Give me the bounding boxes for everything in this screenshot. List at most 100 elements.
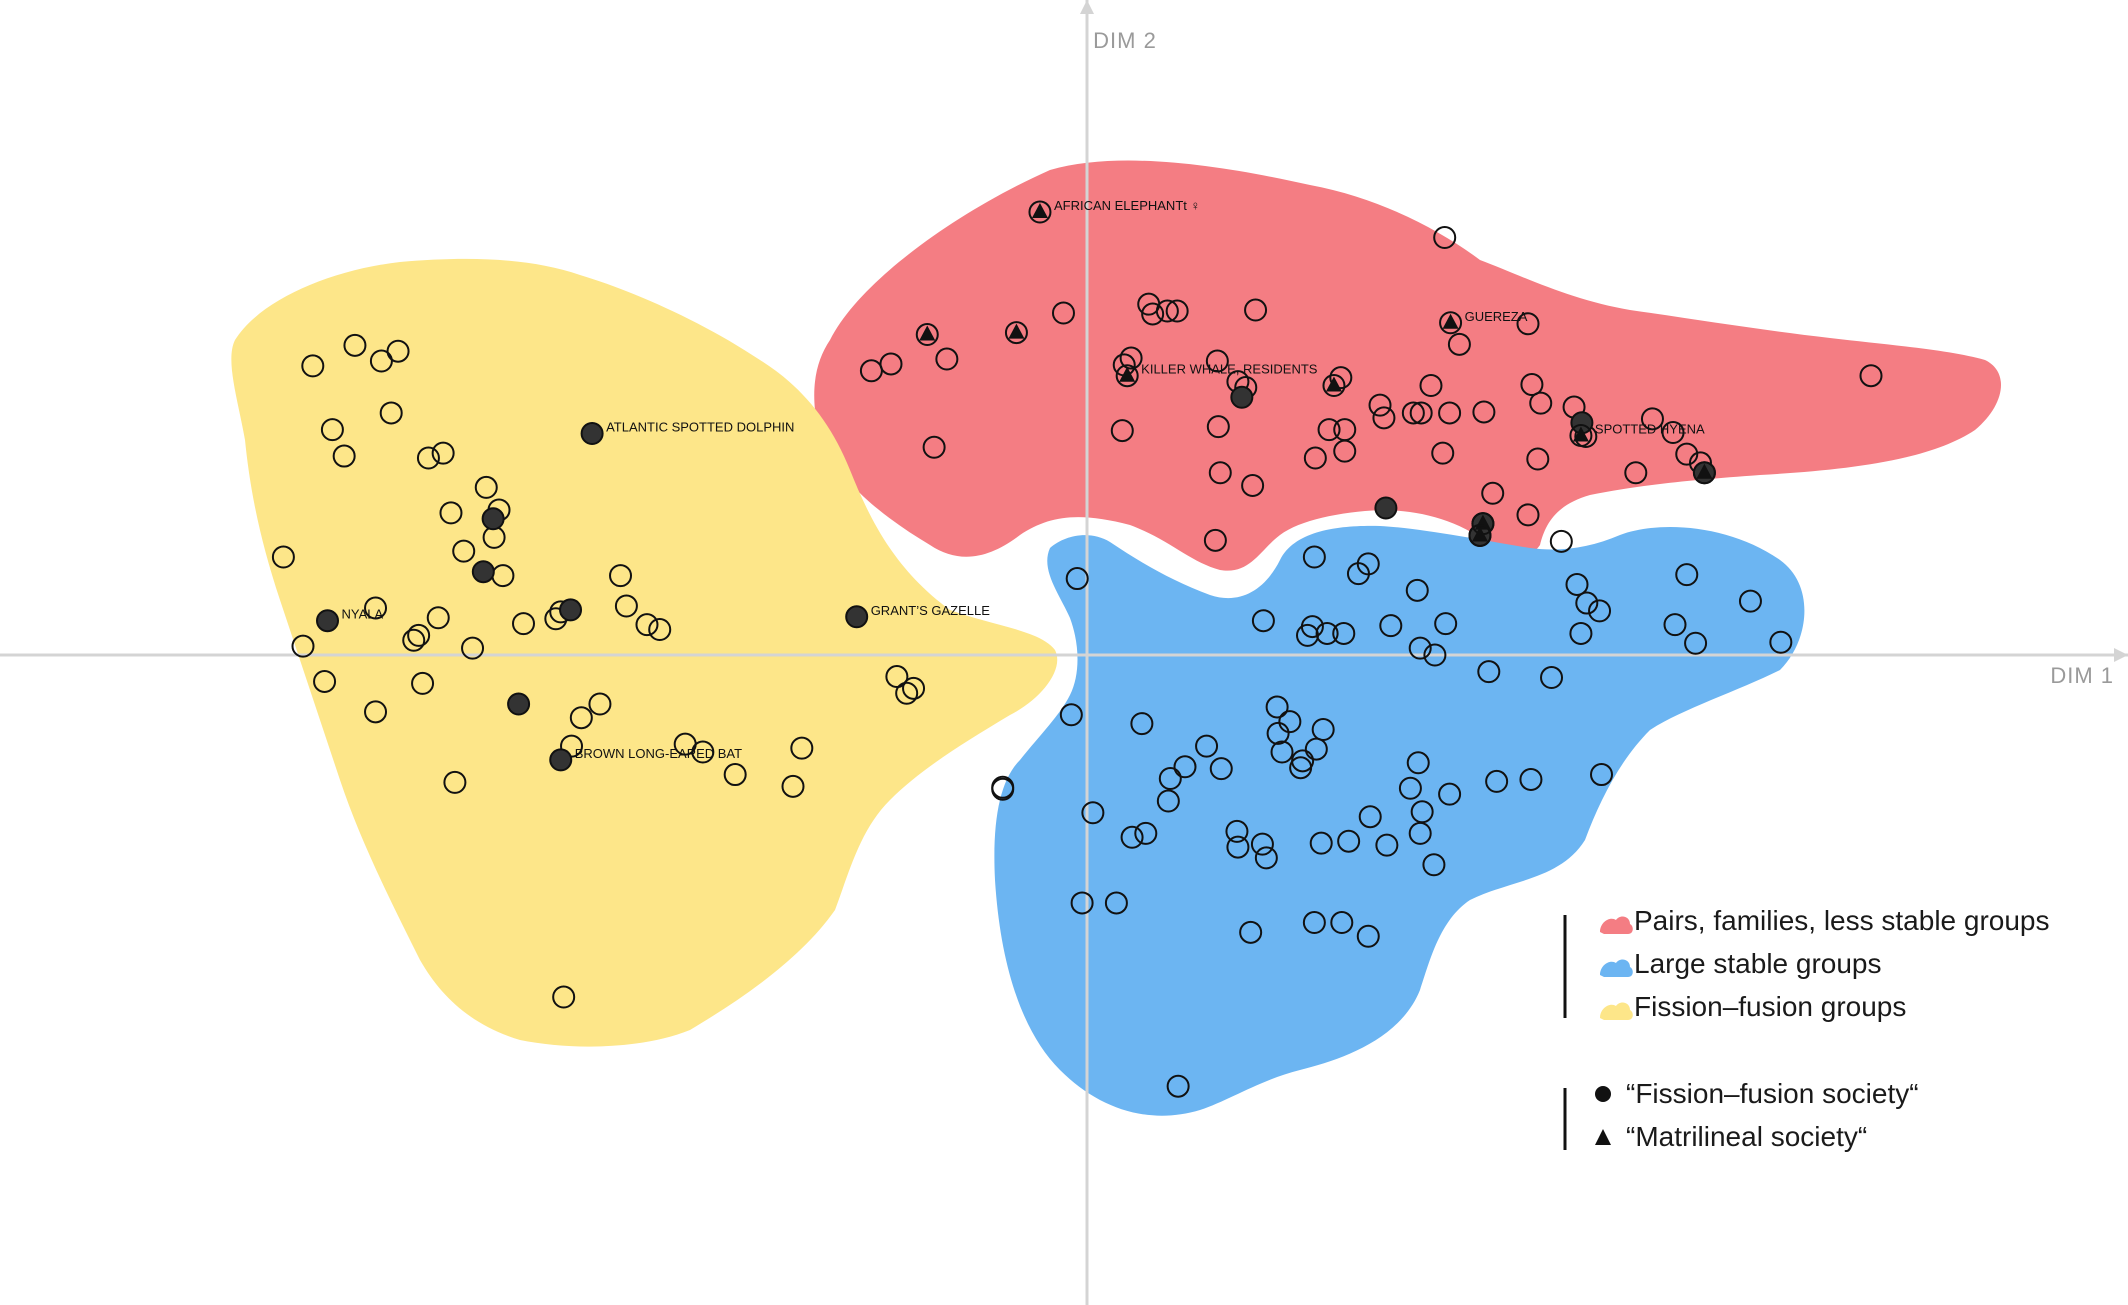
large-point-open-37 <box>1304 737 1328 761</box>
point-label-4: ATLANTIC SPOTTED DOLPHIN <box>606 420 794 435</box>
fission-point-open-4 <box>320 418 344 442</box>
region-pairs-families <box>814 160 2002 571</box>
large-point-open-7 <box>1315 621 1339 645</box>
pairs-point-open-50 <box>1203 528 1227 552</box>
fission-point-open-21 <box>271 545 295 569</box>
large-point-open-46 <box>1358 805 1382 829</box>
legend-swatch-pairs <box>1600 916 1633 934</box>
large-point-open-10 <box>1434 612 1458 636</box>
large-point-open-14 <box>1540 666 1564 690</box>
large-point-open-63 <box>1485 769 1509 793</box>
fission-point-open-10 <box>474 475 498 499</box>
legend-label-fission: Fission–fusion groups <box>1634 991 1906 1022</box>
large-point-open-67 <box>1337 829 1361 853</box>
fission-point-open-15 <box>512 612 535 636</box>
pairs-point-open-2 <box>922 435 946 459</box>
fission-point-fission-society-3 <box>845 605 869 629</box>
large-point-open-44 <box>1375 833 1399 857</box>
pairs-point-open-44 <box>1110 419 1134 443</box>
pairs-point-open-47 <box>1241 473 1265 497</box>
legend-item-large: Large stable groups <box>1600 948 1882 979</box>
large-point-open-6 <box>1300 615 1324 639</box>
pairs-point-open-23 <box>1472 400 1496 424</box>
pairs-point-open-34 <box>1661 421 1685 445</box>
large-point-open-50 <box>1225 819 1249 843</box>
fission-point-open-3 <box>343 333 367 357</box>
large-point-open-4 <box>1251 609 1275 633</box>
pairs-point-open-28 <box>1526 447 1550 471</box>
pairs-point-open-45 <box>1206 415 1230 439</box>
pairs-point-open-8 <box>1165 299 1189 323</box>
pairs-point-matrilineal-ring-3 <box>1115 364 1139 388</box>
fission-point-open-31 <box>588 692 612 716</box>
large-point-open-23 <box>1769 630 1793 654</box>
pairs-point-open-12 <box>1329 366 1353 390</box>
large-point-open-11 <box>1408 636 1432 660</box>
large-point-open-25 <box>1173 755 1197 779</box>
fission-point-open-36 <box>790 736 814 760</box>
pairs-point-open-15 <box>1368 393 1392 417</box>
y-axis-arrow <box>1080 0 1094 14</box>
large-point-open-36 <box>1270 740 1294 764</box>
data-points <box>271 200 1883 1098</box>
large-point-open-40 <box>1289 756 1313 780</box>
large-point-open-30 <box>1120 825 1144 849</box>
fission-point-open-8 <box>439 501 463 525</box>
fission-point-fission-society-7 <box>507 692 531 716</box>
large-point-open-58 <box>1302 911 1326 935</box>
legend-label-pairs: Pairs, families, less stable groups <box>1634 905 2050 936</box>
point-label-6: GRANT’S GAZELLE <box>871 603 991 618</box>
point-label-0: AFRICAN ELEPHANTt ♀ <box>1054 198 1200 213</box>
fission-point-open-40 <box>691 740 715 764</box>
pairs-point-fission-society-0 <box>1230 385 1254 409</box>
large-point-open-66 <box>1422 853 1446 877</box>
pairs-point-matrilineal-ring-2 <box>1004 321 1028 345</box>
large-point-open-2 <box>1346 562 1370 586</box>
large-point-open-33 <box>1266 721 1290 745</box>
fission-point-open-28 <box>614 594 638 618</box>
fission-point-open-39 <box>902 676 926 700</box>
large-point-open-62 <box>1438 782 1462 806</box>
pairs-point-open-20 <box>1438 401 1462 425</box>
fission-point-fission-society-0 <box>580 422 604 446</box>
fission-point-fission-society-6 <box>559 598 583 622</box>
large-point-open-13 <box>1477 660 1501 684</box>
fission-point-fission-society-1 <box>481 507 505 531</box>
fission-point-open-1 <box>369 349 393 373</box>
x-axis-label: DIM 1 <box>2050 663 2114 688</box>
pairs-point-matrilineal-4 <box>1325 376 1342 392</box>
large-point-open-38 <box>1209 757 1233 781</box>
large-point-open-21 <box>1684 631 1708 655</box>
fission-point-open-38 <box>885 665 909 689</box>
large-point-open-45 <box>1408 821 1432 845</box>
large-point-open-28 <box>1156 789 1180 813</box>
pairs-point-open-25 <box>1516 312 1540 336</box>
fission-point-open-27 <box>609 564 633 588</box>
large-point-open-17 <box>1588 599 1612 623</box>
y-axis-label: DIM 2 <box>1093 28 1157 53</box>
pairs-point-open-46 <box>1208 461 1232 485</box>
large-point-open-22 <box>1738 589 1762 613</box>
point-label-5: NYALA <box>342 607 384 622</box>
legend: Pairs, families, less stable groups Larg… <box>1563 905 2050 1152</box>
fission-point-open-29 <box>635 613 659 637</box>
large-point-open-51 <box>1226 835 1250 859</box>
large-point-open-61 <box>1166 1074 1190 1098</box>
pairs-point-open-30 <box>1529 391 1553 415</box>
fission-point-open-17 <box>364 596 388 620</box>
large-point-open-54 <box>1059 703 1083 727</box>
region-large-stable <box>994 525 1805 1116</box>
large-point-open-53 <box>991 777 1015 801</box>
pairs-point-matrilineal-ring-6 <box>1569 423 1593 447</box>
large-point-open-1 <box>1302 545 1326 569</box>
pairs-point-open-37 <box>1549 529 1573 553</box>
pairs-point-open-17 <box>1303 446 1327 470</box>
large-point-open-32 <box>1265 695 1289 719</box>
fission-point-open-7 <box>379 401 403 425</box>
pairs-point-open-29 <box>1520 373 1544 397</box>
pairs-point-open-9 <box>1205 349 1229 373</box>
pairs-point-open-14 <box>1317 418 1341 442</box>
fission-point-fission-society-2 <box>316 609 339 633</box>
pairs-point-open-27 <box>1516 503 1540 527</box>
